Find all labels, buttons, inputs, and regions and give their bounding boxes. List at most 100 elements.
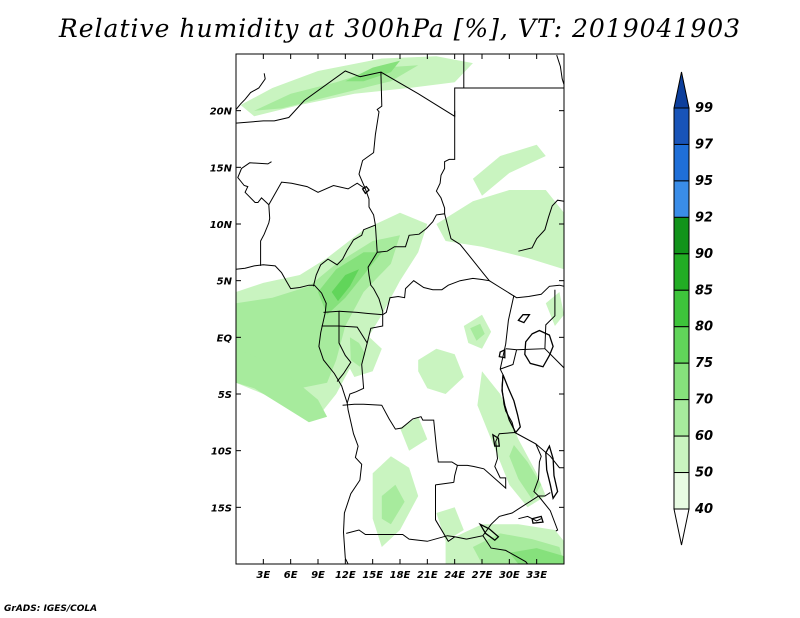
humidity-region-60 [349, 337, 366, 367]
lake-outline [361, 185, 370, 195]
country-border [518, 199, 564, 252]
grads-credit: GrADS: IGES/COLA [4, 604, 98, 614]
colorbar-band [673, 289, 690, 328]
x-tick-label: 21E [417, 570, 438, 581]
country-border [544, 348, 564, 369]
lake-outline [524, 329, 554, 368]
y-tick-label: 20N [210, 107, 233, 118]
colorbar: 40 50 60 70 75 80 85 90 92 95 97 99 [673, 71, 714, 546]
x-tick-label: 6E [284, 570, 298, 581]
x-tick-label: 27E [472, 570, 493, 581]
y-tick-label: 15S [211, 503, 232, 514]
colorbar-label: 85 [695, 283, 713, 298]
colorbar-band [673, 253, 690, 291]
humidity-region-60 [381, 484, 405, 525]
country-border [505, 289, 556, 351]
country-border [268, 181, 366, 205]
lake-outline [478, 522, 500, 542]
x-tick-label: 18E [390, 570, 411, 581]
humidity-region-60 [236, 348, 328, 423]
x-tick-label: 24E [444, 570, 465, 581]
country-border [237, 161, 272, 266]
humidity-region-50 [400, 416, 428, 451]
y-tick-label: 10S [211, 447, 232, 458]
country-border [338, 310, 383, 316]
x-tick-label: 3E [256, 570, 270, 581]
coastline [236, 73, 266, 110]
humidity-region-50 [418, 348, 464, 394]
y-tick-label: 5N [217, 277, 233, 288]
humidity-region-60 [509, 445, 542, 500]
colorbar-label: 90 [695, 247, 713, 262]
y-tick-label: 5S [218, 390, 232, 401]
colorbar-label: 70 [695, 393, 713, 408]
country-border [535, 443, 564, 469]
colorbar-band [673, 326, 690, 364]
x-tick-label: 9E [311, 570, 325, 581]
colorbar-band [673, 180, 690, 218]
x-tick-label: 15E [362, 570, 383, 581]
country-border [538, 495, 559, 532]
country-border [367, 225, 384, 315]
country-border [336, 311, 352, 382]
colorbar-label: 97 [695, 137, 714, 152]
country-border [457, 295, 516, 490]
country-border [482, 535, 528, 564]
humidity-region-50 [436, 190, 564, 270]
lake-outline [492, 433, 501, 447]
colorbar-band [673, 362, 690, 401]
humidity-region-50 [472, 144, 546, 196]
coastline [236, 264, 363, 564]
y-tick-label: 15N [210, 163, 233, 174]
country-border [377, 116, 456, 253]
lake-outline [498, 348, 506, 359]
country-border [338, 325, 368, 344]
lake-outline [517, 314, 531, 324]
colorbar-band [673, 435, 690, 474]
country-border [489, 280, 564, 299]
country-border [236, 70, 361, 124]
country-border [435, 484, 455, 543]
humidity-contour-fills [236, 56, 564, 564]
country-border [342, 403, 458, 483]
humidity-region-60 [470, 323, 485, 341]
colorbar-label: 92 [695, 210, 713, 225]
axis-ticks: 3E 6E 9E 12E 15E 18E 21E 24E 27E 30E 33E 20N 15N 10N 5… [210, 54, 564, 581]
coastline [556, 54, 564, 85]
country-border [312, 188, 376, 287]
country-border [358, 71, 383, 190]
country-border [435, 481, 454, 486]
country-border [466, 432, 542, 540]
country-border [454, 87, 564, 117]
colorbar-label: 40 [694, 502, 713, 517]
colorbar-label: 95 [695, 174, 713, 189]
colorbar-band [673, 143, 690, 182]
x-tick-label: 12E [335, 570, 356, 581]
country-border [538, 492, 551, 497]
colorbar-band [673, 472, 690, 510]
humidity-region-75 [331, 269, 359, 302]
colorbar-band [673, 216, 690, 255]
country-border [346, 314, 384, 404]
country-border [500, 349, 518, 370]
lake-outline [531, 515, 544, 524]
colorbar-bottom-arrow [673, 508, 690, 546]
y-tick-label: 10N [210, 220, 233, 231]
colorbar-label: 80 [695, 320, 713, 335]
colorbar-label: 75 [695, 356, 713, 371]
country-border [382, 213, 491, 316]
political-boundaries [236, 54, 564, 564]
colorbar-band [673, 107, 690, 145]
y-tick-label: EQ [217, 333, 233, 344]
colorbar-label: 60 [695, 429, 713, 444]
lake-outline [545, 444, 559, 500]
x-tick-label: 33E [526, 570, 547, 581]
x-tick-label: 30E [499, 570, 520, 581]
country-border [346, 529, 467, 542]
lake-outline [501, 374, 522, 434]
colorbar-top-arrow [673, 71, 690, 109]
colorbar-label: 50 [695, 466, 713, 481]
map-title: Relative humidity at 300hPa [%], VT: 201… [58, 14, 742, 43]
colorbar-label: 99 [695, 101, 713, 116]
